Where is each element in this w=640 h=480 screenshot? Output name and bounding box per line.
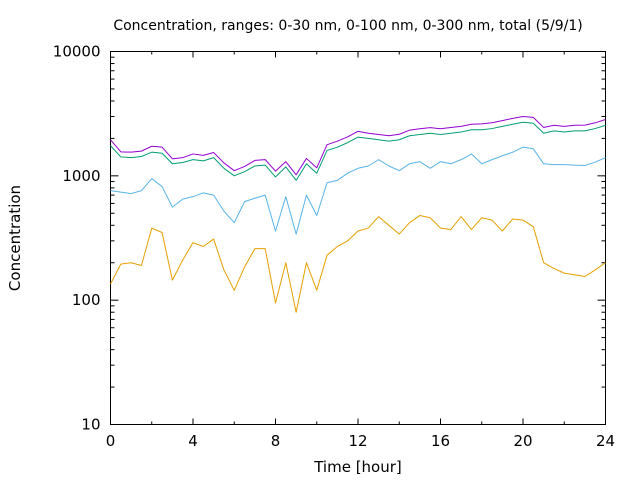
x-axis-label: Time [hour] bbox=[313, 458, 402, 476]
series-lines bbox=[110, 116, 606, 313]
x-tick-label: 12 bbox=[348, 432, 367, 450]
x-tick-label: 4 bbox=[188, 432, 198, 450]
chart-title: Concentration, ranges: 0-30 nm, 0-100 nm… bbox=[113, 18, 582, 34]
y-tick-label: 100 bbox=[72, 291, 101, 309]
y-tick-label: 10 bbox=[81, 416, 100, 434]
y-axis-label: Concentration bbox=[6, 185, 24, 291]
x-tick-label: 16 bbox=[431, 432, 450, 450]
y-tick-label: 10000 bbox=[53, 43, 101, 61]
series-line-4 bbox=[110, 116, 606, 176]
series-line-3 bbox=[110, 121, 606, 181]
axis-ticks: 0 4 8 12 16 20 24 10 100 1000 10000 bbox=[53, 43, 615, 451]
x-tick-label: 20 bbox=[513, 432, 532, 450]
x-tick-label: 24 bbox=[596, 432, 615, 450]
x-tick-label: 8 bbox=[271, 432, 281, 450]
series-line-1 bbox=[110, 214, 606, 313]
series-line-2 bbox=[110, 146, 606, 235]
y-tick-label: 1000 bbox=[62, 167, 100, 185]
plot-frame bbox=[110, 51, 606, 425]
x-tick-label: 0 bbox=[106, 432, 116, 450]
